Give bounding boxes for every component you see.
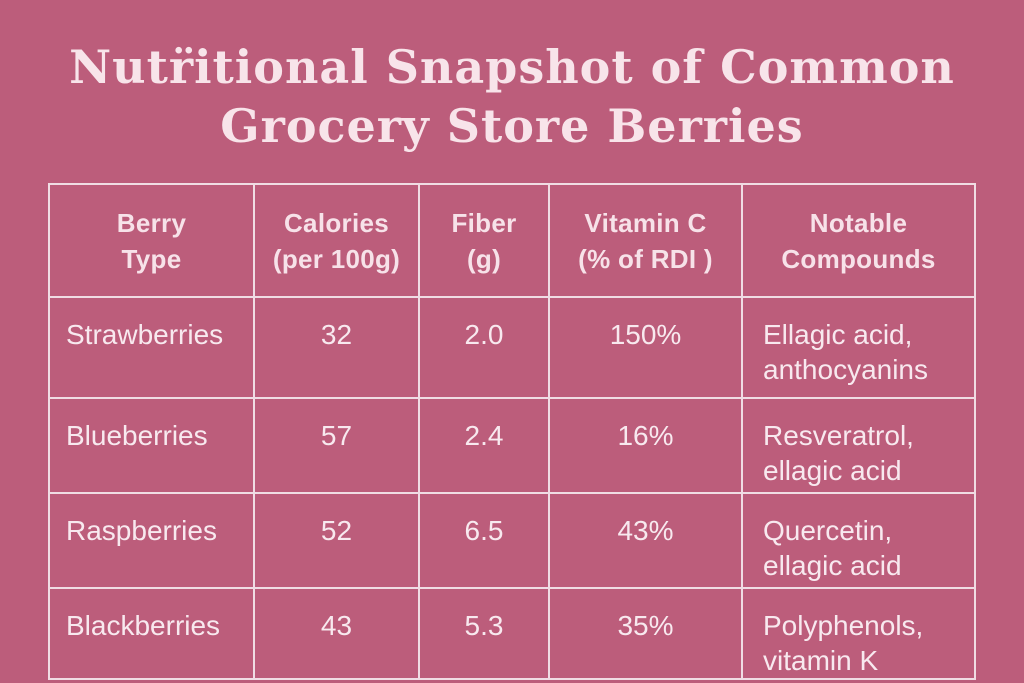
col-header-fiber: Fiber (g) [418, 183, 550, 298]
cell-fiber: 2.0 [418, 296, 550, 399]
cell-notable-compounds: Ellagic acid, anthocyanins [741, 296, 976, 399]
table-row-strawberries: Strawberries 32 2.0 150% Ellagic acid, a… [48, 296, 976, 399]
compounds-line: Ellagic acid, [763, 319, 913, 350]
page-title-line-2: Grocery Store Berries [220, 99, 804, 153]
col-header-line: (g) [466, 243, 502, 274]
compounds-line: anthocyanins [763, 354, 929, 385]
table-body: Strawberries 32 2.0 150% Ellagic acid, a… [48, 296, 976, 680]
col-header-line: Vitamin C [584, 207, 707, 238]
cell-berry-type: Blueberries [48, 397, 255, 494]
cell-fiber: 2.4 [418, 397, 550, 494]
table-row-blueberries: Blueberries 57 2.4 16% Resveratrol, ella… [48, 397, 976, 494]
table-head: Berry Type Calories (per 100g) Fiber (g)… [48, 183, 976, 298]
cell-fiber: 5.3 [418, 587, 550, 680]
compounds-line: vitamin K [763, 645, 879, 676]
col-header-line: Berry [116, 207, 187, 238]
cell-berry-type: Strawberries [48, 296, 255, 399]
cell-vitamin-c: 16% [548, 397, 743, 494]
table-header-row: Berry Type Calories (per 100g) Fiber (g)… [48, 183, 976, 298]
compounds-line: Resveratrol, [763, 420, 914, 451]
cell-notable-compounds: Resveratrol, ellagic acid [741, 397, 976, 494]
cell-notable-compounds: Quercetin, ellagic acid [741, 492, 976, 589]
col-header-berry-type: Berry Type [48, 183, 255, 298]
col-header-line: Fiber [451, 207, 517, 238]
cell-calories: 52 [253, 492, 420, 589]
compounds-line: ellagic acid [763, 455, 902, 486]
col-header-line: Notable [809, 207, 908, 238]
cell-fiber: 6.5 [418, 492, 550, 589]
table-row-blackberries: Blackberries 43 5.3 35% Polyphenols, vit… [48, 587, 976, 680]
col-header-notable-compounds: Notable Compounds [741, 183, 976, 298]
col-header-line: Type [121, 243, 182, 274]
page-title: Nutr̈itional Snapshot of Common Grocery … [0, 38, 1024, 156]
cell-vitamin-c: 35% [548, 587, 743, 680]
col-header-calories: Calories (per 100g) [253, 183, 420, 298]
cell-notable-compounds: Polyphenols, vitamin K [741, 587, 976, 680]
cell-calories: 32 [253, 296, 420, 399]
col-header-line: (% of RDI ) [578, 243, 713, 274]
cell-calories: 57 [253, 397, 420, 494]
col-header-line: (per 100g) [272, 243, 401, 274]
compounds-line: Quercetin, [763, 515, 893, 546]
cell-berry-type: Blackberries [48, 587, 255, 680]
col-header-line: Calories [283, 207, 389, 238]
col-header-line: Compounds [781, 243, 936, 274]
cell-calories: 43 [253, 587, 420, 680]
cell-vitamin-c: 150% [548, 296, 743, 399]
compounds-line: ellagic acid [763, 550, 902, 581]
table-row-raspberries: Raspberries 52 6.5 43% Quercetin, ellagi… [48, 492, 976, 589]
compounds-line: Polyphenols, [763, 610, 924, 641]
berry-nutrition-table: Berry Type Calories (per 100g) Fiber (g)… [48, 183, 976, 680]
cell-berry-type: Raspberries [48, 492, 255, 589]
cell-vitamin-c: 43% [548, 492, 743, 589]
page-title-line-1: Nutr̈itional Snapshot of Common [69, 40, 955, 94]
col-header-vitamin-c: Vitamin C (% of RDI ) [548, 183, 743, 298]
